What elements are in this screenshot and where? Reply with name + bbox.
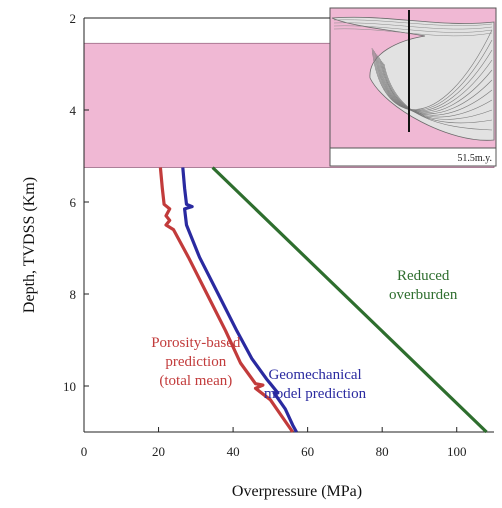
annotation-line: model prediction	[264, 386, 367, 402]
inset-contour-line	[372, 39, 493, 111]
annotation-line: prediction	[165, 354, 226, 370]
y-tick-label: 2	[70, 11, 77, 26]
inset-figure: 51.5m.y.	[329, 7, 497, 167]
series-layer	[158, 166, 488, 434]
x-axis-title: Overpressure (MPa)	[232, 483, 362, 500]
inset-caption-strip	[329, 147, 497, 167]
annotation-line: Reduced	[397, 268, 450, 284]
inset-upper-layer	[333, 19, 493, 26]
annotation-2: Geomechanical model prediction	[264, 367, 367, 402]
x-tick-label: 40	[227, 444, 240, 459]
inset-contour-line	[380, 59, 493, 118]
x-tick-label: 60	[301, 444, 314, 459]
inset-contour-line	[378, 57, 493, 116]
series-line-2	[211, 166, 488, 434]
x-tick-label: 0	[81, 444, 88, 459]
series-line-0	[158, 167, 295, 433]
inset-contour-line	[377, 55, 493, 115]
inset-contour-line	[382, 62, 493, 124]
inset-contour-line	[376, 54, 493, 114]
y-tick-label: 10	[63, 379, 76, 394]
inset-contour-line	[381, 60, 493, 120]
annotation-0: Reduced overburden	[389, 268, 458, 303]
series-line-1	[181, 167, 298, 433]
annotation-line: Porosity-based	[151, 335, 241, 351]
inset-upper-layer	[333, 25, 493, 33]
annotation-line: (total mean)	[159, 373, 232, 389]
inset-contour-line	[371, 29, 493, 110]
annotation-1: Porosity-based prediction (total mean)	[151, 335, 241, 389]
annotation-line: overburden	[389, 287, 458, 303]
inset-upper-layer	[333, 28, 493, 37]
y-tick-label: 8	[70, 287, 77, 302]
inset-age-label: 51.5m.y.	[457, 153, 492, 164]
inset-contour-line	[375, 52, 493, 113]
inset-upper-layer	[333, 22, 493, 30]
y-axis-title: Depth, TVDSS (Km)	[21, 177, 38, 313]
text-layer: Reduced overburden Porosity-based predictio…	[151, 268, 458, 402]
y-tick-label: 4	[70, 103, 77, 118]
x-tick-label: 100	[447, 444, 467, 459]
x-tick-label: 80	[376, 444, 389, 459]
x-tick-label: 20	[152, 444, 165, 459]
inset-contour-line	[383, 63, 493, 131]
inset-contour-line	[374, 49, 493, 112]
y-tick-label: 6	[70, 195, 77, 210]
annotation-line: Geomechanical	[268, 367, 361, 383]
